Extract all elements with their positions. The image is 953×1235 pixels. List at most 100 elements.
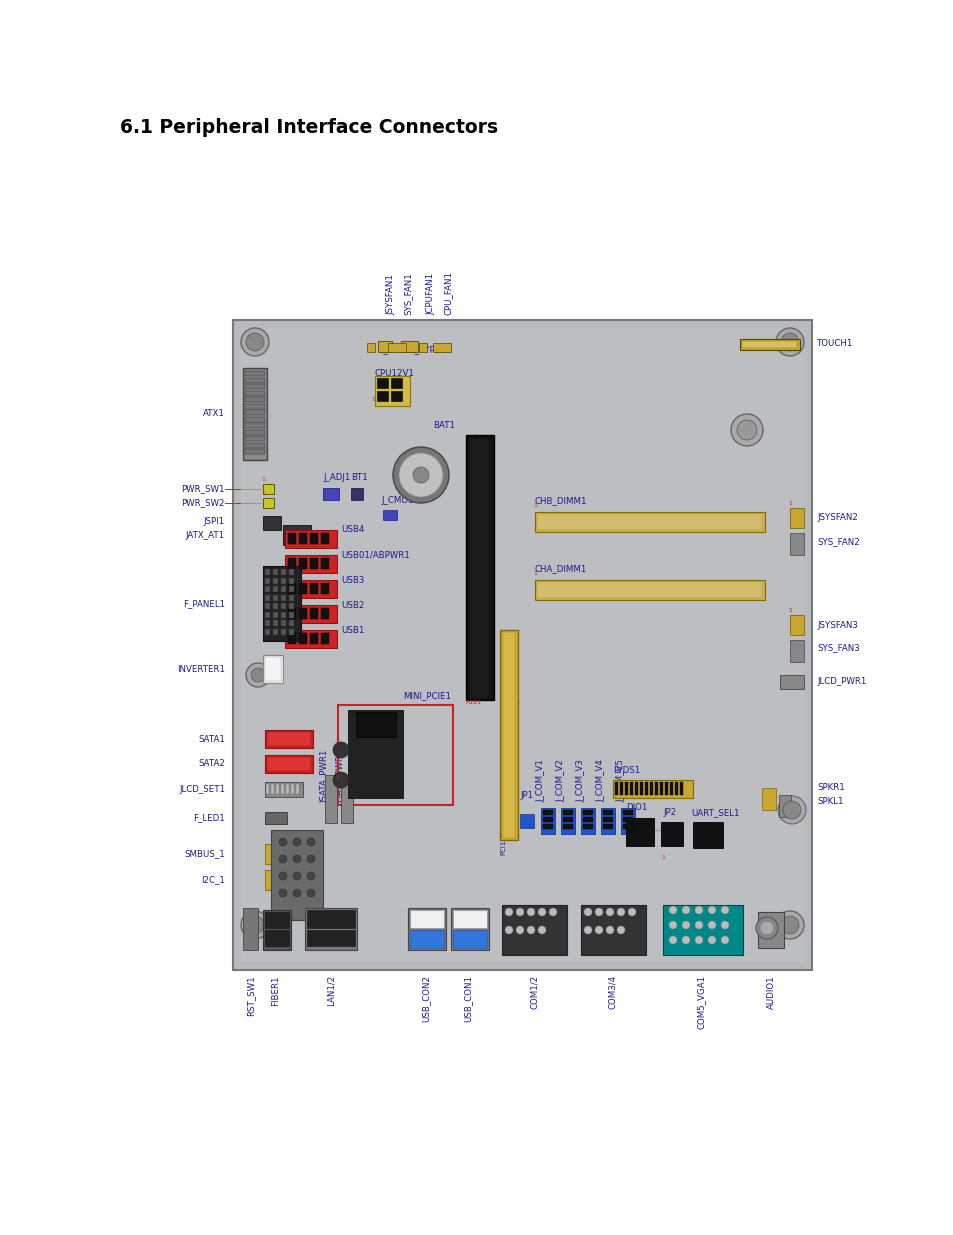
- Bar: [469, 438, 489, 698]
- Circle shape: [605, 926, 614, 934]
- Bar: [245, 436, 265, 441]
- Bar: [281, 629, 286, 635]
- Circle shape: [246, 916, 264, 934]
- Circle shape: [720, 936, 728, 944]
- Circle shape: [668, 936, 677, 944]
- Bar: [351, 488, 363, 500]
- Circle shape: [755, 918, 778, 939]
- Bar: [298, 558, 307, 569]
- Bar: [245, 396, 265, 403]
- Bar: [780, 676, 803, 689]
- Bar: [502, 632, 515, 839]
- Text: 1: 1: [787, 608, 791, 613]
- Bar: [267, 757, 311, 771]
- Bar: [281, 578, 286, 583]
- Bar: [281, 603, 286, 609]
- Bar: [273, 585, 277, 592]
- Bar: [580, 808, 595, 834]
- Circle shape: [695, 936, 702, 944]
- Bar: [285, 530, 336, 548]
- Bar: [245, 442, 265, 447]
- Text: CHB_DIMM1: CHB_DIMM1: [535, 496, 587, 505]
- Bar: [622, 810, 633, 815]
- Circle shape: [668, 921, 677, 929]
- Bar: [265, 603, 270, 609]
- Bar: [622, 818, 633, 823]
- Bar: [602, 818, 613, 823]
- Bar: [273, 603, 277, 609]
- Bar: [265, 569, 270, 576]
- Bar: [340, 776, 353, 823]
- Bar: [451, 908, 489, 950]
- Circle shape: [695, 906, 702, 914]
- Bar: [639, 782, 642, 795]
- Text: UART_SEL1: UART_SEL1: [690, 808, 739, 818]
- Text: ATX1: ATX1: [203, 409, 225, 417]
- Text: CPU12V1: CPU12V1: [375, 369, 415, 378]
- Text: USB2: USB2: [340, 601, 364, 610]
- Bar: [348, 710, 402, 798]
- Circle shape: [617, 908, 624, 916]
- Bar: [537, 582, 761, 598]
- Circle shape: [537, 908, 545, 916]
- Circle shape: [516, 908, 523, 916]
- Bar: [400, 341, 417, 352]
- Bar: [298, 634, 307, 643]
- Bar: [245, 416, 265, 421]
- Text: A1B1: A1B1: [465, 700, 482, 705]
- Bar: [542, 810, 553, 815]
- Text: 1: 1: [497, 832, 501, 839]
- Bar: [662, 905, 742, 955]
- Circle shape: [307, 889, 314, 897]
- Bar: [233, 320, 811, 969]
- Bar: [273, 594, 277, 600]
- Bar: [281, 569, 286, 576]
- Circle shape: [293, 839, 301, 846]
- Bar: [265, 611, 270, 618]
- Bar: [271, 830, 323, 920]
- Circle shape: [737, 420, 757, 440]
- Circle shape: [668, 906, 677, 914]
- Text: TOUCH1: TOUCH1: [816, 340, 853, 348]
- Bar: [271, 784, 274, 794]
- Text: COM3/4: COM3/4: [608, 974, 617, 1009]
- Bar: [245, 390, 265, 395]
- Bar: [310, 558, 317, 569]
- Bar: [624, 782, 627, 795]
- Text: SYS_FAN2: SYS_FAN2: [816, 537, 859, 547]
- Bar: [265, 730, 313, 748]
- Bar: [266, 784, 269, 794]
- Bar: [298, 583, 307, 594]
- Bar: [789, 534, 803, 555]
- Bar: [285, 605, 336, 622]
- Text: JSPI1: JSPI1: [204, 517, 225, 526]
- Text: AUDIO1: AUDIO1: [765, 974, 775, 1009]
- Text: I2C_1: I2C_1: [201, 876, 225, 884]
- Text: PWR_SW2: PWR_SW2: [181, 499, 225, 508]
- Circle shape: [695, 921, 702, 929]
- Text: 1: 1: [660, 855, 664, 860]
- Text: JSYSFAN2: JSYSFAN2: [816, 514, 857, 522]
- Text: 1: 1: [335, 776, 338, 781]
- Circle shape: [251, 668, 265, 682]
- Bar: [377, 341, 392, 352]
- Bar: [649, 782, 652, 795]
- Bar: [267, 732, 311, 746]
- Text: CPU_FAN1: CPU_FAN1: [443, 270, 452, 315]
- Circle shape: [730, 414, 762, 446]
- Text: JLCD_PWR1: JLCD_PWR1: [816, 678, 865, 687]
- Bar: [263, 516, 281, 530]
- Bar: [323, 488, 338, 500]
- Bar: [602, 810, 613, 815]
- Text: SMBUS_1: SMBUS_1: [184, 850, 225, 858]
- Bar: [453, 930, 486, 948]
- Bar: [310, 534, 317, 543]
- Text: 1: 1: [371, 396, 375, 403]
- Text: J_COM_V5: J_COM_V5: [616, 760, 625, 802]
- Bar: [275, 784, 278, 794]
- Text: RST_SW1: RST_SW1: [246, 974, 255, 1015]
- Bar: [582, 818, 593, 823]
- Bar: [265, 844, 281, 864]
- Bar: [629, 782, 633, 795]
- Text: BAT1: BAT1: [433, 421, 455, 430]
